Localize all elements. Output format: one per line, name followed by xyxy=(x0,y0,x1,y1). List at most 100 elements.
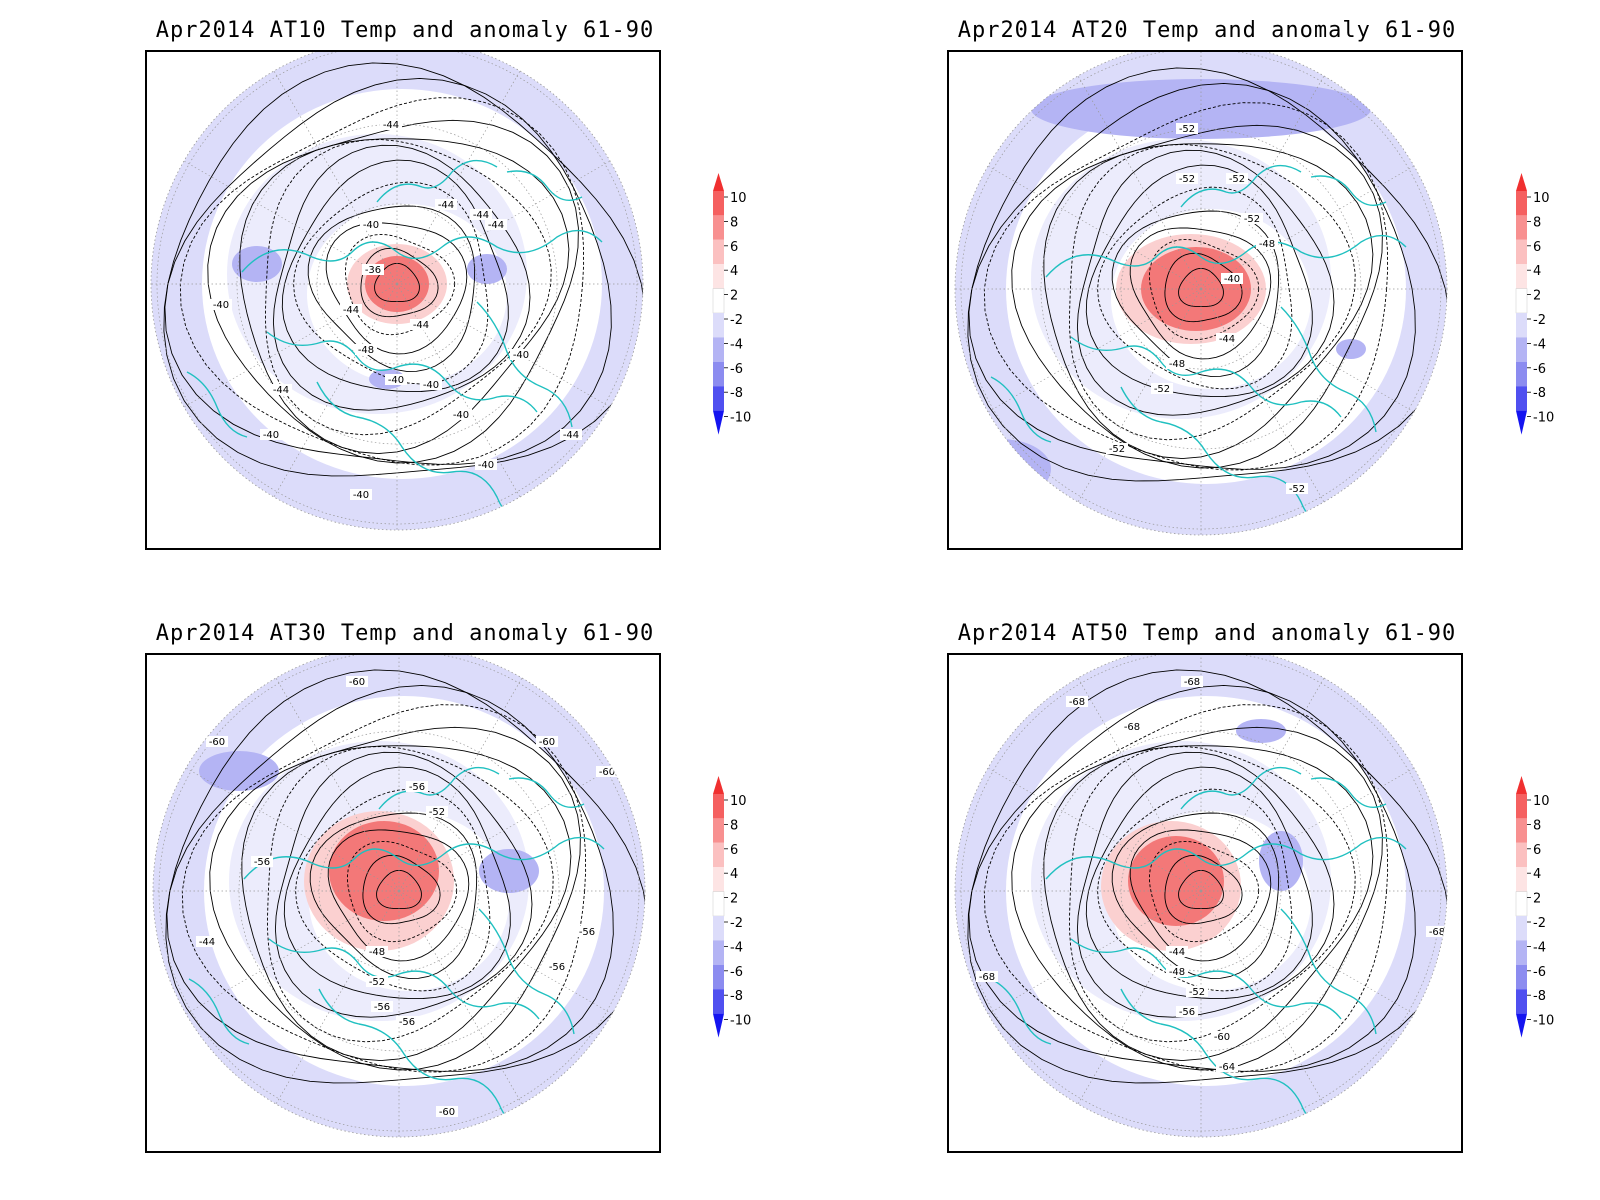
contour-label: -60 xyxy=(209,737,225,748)
meridian-line xyxy=(398,890,523,1105)
polar-stereographic-map: -60-60 -60-60-56-52-56-56-56-44-48-52-56-… xyxy=(152,655,646,1138)
meridian-line xyxy=(398,677,523,892)
colorbar-tick-label: 8 xyxy=(1533,215,1541,230)
polar-map: -68-68-68-68-68-44-48-52-56-60-64-68-68-… xyxy=(947,653,1463,1153)
coastline xyxy=(1310,175,1387,206)
colorbar-segment xyxy=(1516,386,1527,411)
contour-label: -44 xyxy=(199,937,215,948)
contour-label-bg xyxy=(1176,173,1198,184)
colorbar-segment xyxy=(1516,989,1527,1014)
meridian-line xyxy=(1200,165,1415,290)
temperature-contour xyxy=(1164,854,1243,925)
colorbar-tick-label: -2 xyxy=(1533,313,1546,328)
colorbar-tick-label: -6 xyxy=(1533,362,1546,377)
coastline xyxy=(508,777,585,808)
temperature-contour xyxy=(295,788,491,992)
colorbar-tick-label: 10 xyxy=(1533,794,1550,809)
meridian-line xyxy=(273,70,398,285)
coastline xyxy=(318,988,535,1135)
coastline xyxy=(1180,766,1302,810)
temperature-contour xyxy=(307,205,476,372)
contour-label: -44 xyxy=(413,320,429,331)
colorbar-tick-label: 8 xyxy=(1533,818,1541,833)
contour-label-bg xyxy=(485,219,507,230)
coastline xyxy=(243,836,605,880)
contour-label-bg xyxy=(226,1101,248,1112)
colorbar-tick-label: 2 xyxy=(730,289,738,304)
contour-label-bg xyxy=(1151,383,1173,394)
neg-anomaly-patch xyxy=(1236,719,1286,743)
contour-label-bg xyxy=(260,429,282,440)
colorbar-segment xyxy=(713,264,724,289)
contour-label: -56 xyxy=(254,857,270,868)
colorbar-min-arrow xyxy=(1516,410,1527,435)
contour-label-bg xyxy=(546,961,568,972)
contour-label-bg xyxy=(1106,443,1128,454)
contour-label-bg xyxy=(435,199,457,210)
colorbar-tick-label: 8 xyxy=(730,818,738,833)
contour-label-bg xyxy=(1066,696,1088,707)
colorbar-segment xyxy=(713,867,724,892)
contour-label: -40 xyxy=(363,220,379,231)
meridian-line xyxy=(987,288,1202,413)
contour-label: -68 xyxy=(979,972,995,983)
contour-label: -40 xyxy=(423,380,439,391)
colorbar-segment xyxy=(712,891,725,917)
colorbar-segment xyxy=(1516,337,1527,362)
colorbar-tick-label: -6 xyxy=(730,965,743,980)
temperature-contour xyxy=(360,247,439,318)
contour-label: -52 xyxy=(1154,384,1170,395)
temperature-contour xyxy=(1178,869,1224,909)
contour-label-bg xyxy=(270,384,292,395)
coastline xyxy=(506,170,583,201)
coastline xyxy=(478,908,575,1035)
contour-label-bg xyxy=(1181,676,1203,687)
contour-label-bg xyxy=(371,1001,393,1012)
colorbar-min-arrow xyxy=(713,1013,724,1038)
contour-label: -60 xyxy=(1214,1032,1230,1043)
colorbar-segment xyxy=(1516,794,1527,819)
contour-label: -60 xyxy=(539,737,555,748)
meridian-line xyxy=(1077,890,1202,1105)
hemisphere-edge xyxy=(954,52,1448,536)
colorbar-segment xyxy=(1516,191,1527,216)
colorbar-segment xyxy=(713,842,724,868)
temperature-contour xyxy=(347,840,458,943)
temperature-contour xyxy=(1129,829,1272,962)
colorbar-tick-label: -8 xyxy=(1533,989,1546,1004)
contour-label-bg xyxy=(251,856,273,867)
contour-label: -52 xyxy=(1179,174,1195,185)
temperature-contour xyxy=(362,854,441,925)
meridian-line xyxy=(396,283,611,408)
contour-label-bg xyxy=(355,344,377,355)
coastline xyxy=(241,229,603,273)
coastline xyxy=(990,978,1052,1045)
contour-label: -44 xyxy=(383,120,399,131)
contour-label-bg xyxy=(410,319,432,330)
panel-at10: Apr2014 AT10 Temp and anomaly 61-90 -44-… xyxy=(145,18,665,558)
contour-label: -40 xyxy=(263,430,279,441)
anomaly-colorbar: 10 8 6 4 2 -2 -4 -6 -8 -10 xyxy=(1515,173,1554,435)
contour-label: -68 xyxy=(1124,722,1140,733)
contour-label: -60 xyxy=(349,677,365,688)
colorbar-tick-label: -10 xyxy=(1533,1014,1554,1029)
contour-label-bg xyxy=(1186,986,1208,997)
contour-label-bg xyxy=(366,946,388,957)
contour-label: -60 xyxy=(439,1107,455,1118)
colorbar-tick-label: -8 xyxy=(730,386,743,401)
temperature-contour xyxy=(1043,143,1374,460)
colorbar-segment xyxy=(712,288,725,314)
contour-label: -56 xyxy=(399,1017,415,1028)
contour-label-bg xyxy=(340,304,362,315)
meridian-line xyxy=(1200,767,1415,892)
contour-label: -48 xyxy=(358,345,374,356)
contour-label: -52 xyxy=(429,807,445,818)
meridian-line xyxy=(396,70,521,285)
meridian-line xyxy=(1200,890,1415,1015)
contour-label-bg xyxy=(450,409,472,420)
colorbar-tick-label: -6 xyxy=(1533,965,1546,980)
colorbar-segment xyxy=(1516,313,1527,338)
neg-anomaly-patch xyxy=(467,254,507,284)
meridian-line xyxy=(183,160,398,285)
contour-label: -40 xyxy=(513,350,529,361)
